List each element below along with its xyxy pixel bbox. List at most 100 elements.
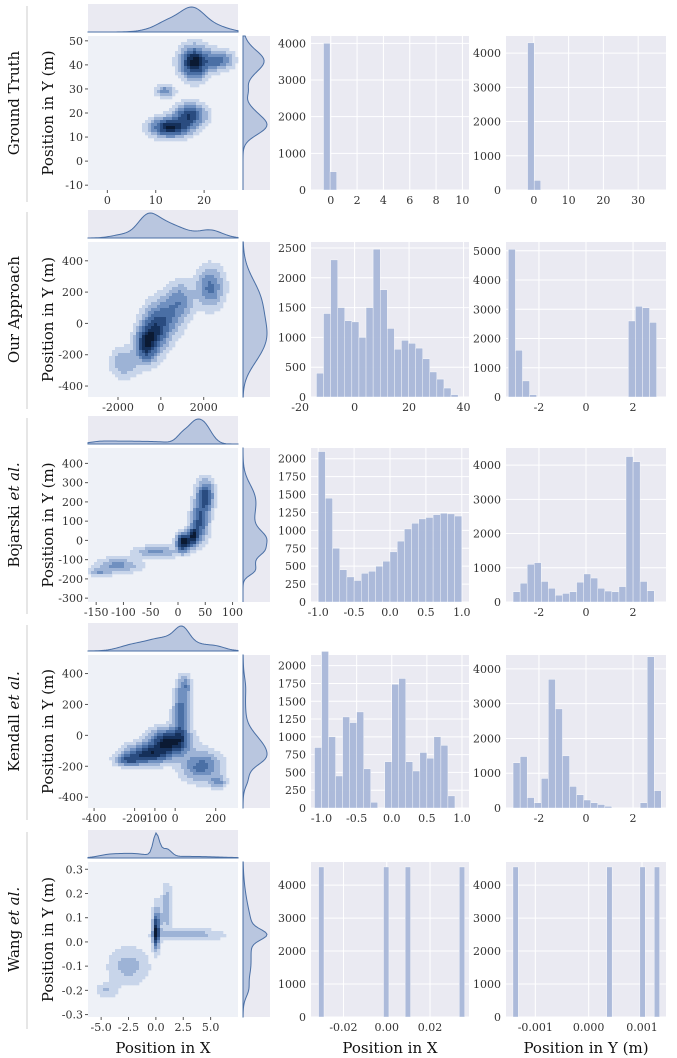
kde-cell	[133, 748, 137, 752]
kde-cell	[175, 132, 179, 136]
histogram-bar	[618, 586, 627, 603]
kde-cell	[187, 772, 191, 776]
kde-cell	[142, 368, 146, 372]
kde-cell	[178, 66, 182, 70]
kde-cell	[169, 311, 173, 315]
kde-cell	[184, 102, 188, 106]
hist-y-tick-label: 0	[494, 391, 501, 404]
kde-cell	[220, 760, 224, 764]
kde-cell	[157, 290, 161, 294]
kde-cell	[181, 934, 185, 938]
kde-cell	[190, 42, 194, 46]
kde-cell	[121, 374, 125, 378]
kde-cell	[160, 763, 164, 767]
kde-cell	[163, 323, 167, 327]
kde-cell	[220, 787, 224, 791]
kde-cell	[220, 63, 224, 67]
kde-cell	[169, 332, 173, 336]
kde-cell	[223, 772, 227, 776]
kde-cell	[208, 481, 212, 485]
kde-cell	[184, 57, 188, 61]
kde-cell	[103, 571, 107, 575]
kde-cell	[157, 362, 161, 366]
kde-cell	[139, 955, 143, 959]
histogram-bar	[512, 591, 521, 603]
kde-cell	[181, 757, 185, 761]
kde-cell	[145, 326, 149, 330]
kde-cell	[109, 994, 113, 998]
kde-cell	[142, 742, 146, 746]
kde-x-tick-label: -150	[84, 606, 109, 619]
kde-cell	[184, 739, 188, 743]
kde-cell	[193, 129, 197, 133]
kde-cell	[151, 120, 155, 124]
kde-cell	[172, 332, 176, 336]
kde-cell	[106, 985, 110, 989]
kde-cell	[136, 347, 140, 351]
kde-cell	[187, 284, 191, 288]
kde-cell	[130, 571, 134, 575]
kde-cell	[190, 39, 194, 43]
kde-cell	[151, 332, 155, 336]
kde-cell	[142, 129, 146, 133]
kde-cell	[169, 114, 173, 118]
kde-cell	[133, 356, 137, 360]
kde-cell	[190, 278, 194, 282]
kde-cell	[136, 763, 140, 767]
kde-cell	[133, 344, 137, 348]
kde-cell	[184, 138, 188, 142]
kde-x-tick-label: 100	[222, 606, 243, 619]
kde-cell	[91, 574, 95, 578]
kde-cell	[148, 117, 152, 121]
kde-cell	[172, 299, 176, 303]
kde-cell	[145, 332, 149, 336]
kde-cell	[205, 478, 209, 482]
kde-cell	[175, 736, 179, 740]
kde-cell	[202, 505, 206, 509]
kde-cell	[214, 57, 218, 61]
kde-cell	[163, 751, 167, 755]
kde-cell	[196, 484, 200, 488]
kde-y-tick-label: 100	[62, 515, 83, 528]
kde-cell	[226, 57, 230, 61]
kde-cell	[118, 754, 122, 758]
kde-cell	[169, 919, 173, 923]
kde-cell	[160, 553, 164, 557]
kde-cell	[229, 51, 233, 55]
kde-cell	[205, 45, 209, 49]
kde-cell	[178, 931, 182, 935]
kde-cell	[175, 742, 179, 746]
kde-cell	[190, 772, 194, 776]
kde-cell	[205, 302, 209, 306]
kde-cell	[175, 287, 179, 291]
kde-cell	[115, 949, 119, 953]
kde-cell	[142, 305, 146, 309]
kde-cell	[130, 374, 134, 378]
kde-cell	[139, 368, 143, 372]
kde-cell	[157, 353, 161, 357]
hist-x-tick-label: 2	[630, 401, 637, 414]
kde-cell	[178, 724, 182, 728]
histogram-bar	[337, 307, 345, 398]
kde-cell	[136, 338, 140, 342]
hist-x-tick-label: -0.02	[329, 1021, 357, 1034]
kde-cell	[124, 952, 128, 956]
kde-cell	[208, 499, 212, 503]
kde-cell	[148, 299, 152, 303]
kde-cell	[148, 305, 152, 309]
kde-cell	[142, 344, 146, 348]
kde-cell	[178, 126, 182, 130]
kde-cell	[136, 562, 140, 566]
kde-cell	[220, 51, 224, 55]
kde-cell	[139, 326, 143, 330]
kde-cell	[187, 682, 191, 686]
kde-cell	[148, 553, 152, 557]
kde-cell	[127, 359, 131, 363]
kde-cell	[205, 931, 209, 935]
kde-cell	[154, 132, 158, 136]
hist-y-tick-label: 500	[285, 361, 306, 374]
kde-cell	[136, 748, 140, 752]
kde-cell	[106, 568, 110, 572]
kde-cell	[139, 949, 143, 953]
